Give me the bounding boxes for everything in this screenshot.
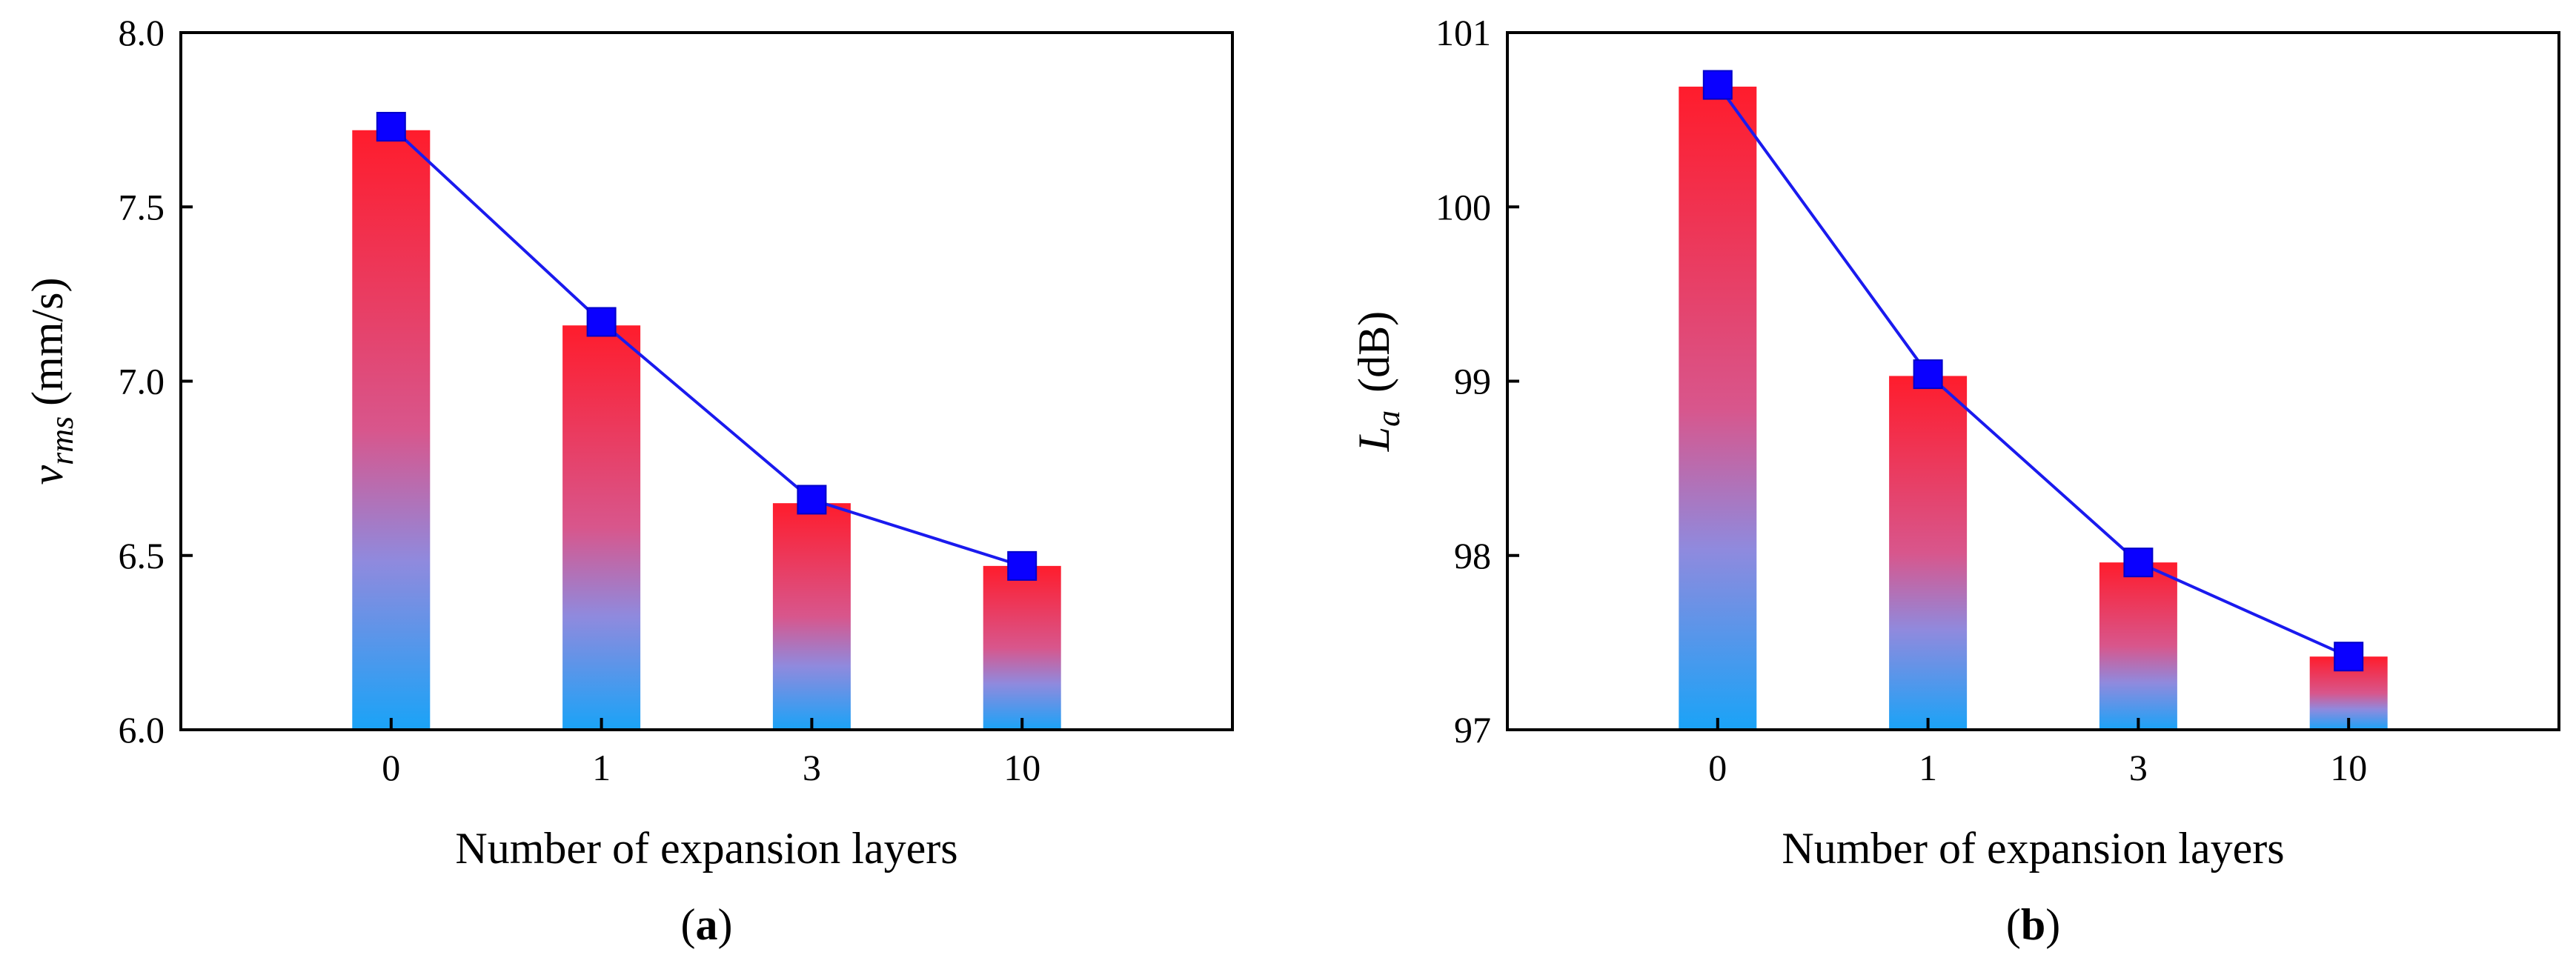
y-axis-unit-a: (mm/s) xyxy=(23,278,72,406)
y-tick-label-b: 101 xyxy=(1435,12,1491,53)
line-group-b xyxy=(1702,70,2364,672)
y-tick-label-a: 6.0 xyxy=(119,709,165,751)
y-axis-symbol-a: v xyxy=(23,465,72,485)
panel-letter-b: b xyxy=(2021,900,2045,949)
x-tick-label-a: 10 xyxy=(1003,747,1040,788)
bars-group-a xyxy=(352,130,1061,731)
y-tick-label-a: 8.0 xyxy=(119,12,165,53)
y-axis-symbol-b: L xyxy=(1350,427,1398,452)
panel-label-a: (a) xyxy=(681,900,733,949)
plot-frame-a xyxy=(179,31,1234,731)
y-tick-label-b: 99 xyxy=(1454,361,1491,402)
bar-a-10 xyxy=(983,565,1061,730)
bar-a-0 xyxy=(352,130,431,731)
plot-frame-b xyxy=(1506,31,2560,731)
panel-label-b: (b) xyxy=(2006,900,2060,949)
marker-b-10 xyxy=(2334,642,2364,672)
x-tick-label-b: 0 xyxy=(1708,747,1727,788)
trend-line-a xyxy=(390,125,1023,568)
y-axis-subscript-b: a xyxy=(1370,410,1407,427)
y-ticks-a: 6.0 6.5 7.0 7.5 8.0 xyxy=(119,12,193,751)
y-axis-title-b: La (dB) xyxy=(1350,311,1407,452)
bar-b-1 xyxy=(1889,376,1968,730)
y-ticks-b: 97 98 99 100 101 xyxy=(1435,12,1519,751)
marker-a-3 xyxy=(797,485,827,515)
x-tick-label-b: 1 xyxy=(1919,747,1937,788)
chart-panel-a: 6.0 6.5 7.0 7.5 8.0 0 1 3 10 Number of expansio… xyxy=(23,12,1234,949)
bar-a-1 xyxy=(562,325,641,731)
x-tick-label-a: 1 xyxy=(592,747,611,788)
marker-a-1 xyxy=(586,307,617,337)
bar-a-3 xyxy=(772,503,851,730)
bars-group-b xyxy=(1679,86,2388,731)
x-ticks-a: 0 1 3 10 xyxy=(382,718,1040,788)
y-tick-label-a: 7.5 xyxy=(119,186,165,227)
y-axis-unit-b: (dB) xyxy=(1350,311,1398,393)
marker-b-3 xyxy=(2123,548,2154,578)
x-tick-label-a: 3 xyxy=(803,747,821,788)
x-ticks-b: 0 1 3 10 xyxy=(1708,718,2367,788)
line-group-a xyxy=(376,112,1038,581)
bar-b-3 xyxy=(2099,562,2177,730)
y-tick-label-b: 97 xyxy=(1454,709,1491,751)
x-axis-title-b: Number of expansion layers xyxy=(1782,824,2284,873)
marker-a-0 xyxy=(376,112,406,142)
y-axis-subscript-a: rms xyxy=(44,416,80,465)
y-axis-title-a: vrms (mm/s) xyxy=(23,278,80,485)
marker-b-0 xyxy=(1702,70,1733,100)
marker-b-1 xyxy=(1913,359,1943,390)
panel-letter-a: a xyxy=(696,900,718,949)
x-tick-label-b: 10 xyxy=(2330,747,2367,788)
x-tick-label-b: 3 xyxy=(2129,747,2148,788)
trend-line-b xyxy=(1716,84,2350,659)
y-tick-label-a: 7.0 xyxy=(119,361,165,402)
marker-a-10 xyxy=(1007,550,1038,581)
y-tick-label-a: 6.5 xyxy=(119,535,165,576)
x-axis-title-a: Number of expansion layers xyxy=(455,824,957,873)
y-tick-label-b: 100 xyxy=(1435,186,1491,227)
x-tick-label-a: 0 xyxy=(382,747,400,788)
bar-b-0 xyxy=(1679,86,1757,731)
chart-panel-b: 97 98 99 100 101 0 1 3 10 Number of expansion l… xyxy=(1350,12,2560,949)
y-tick-label-b: 98 xyxy=(1454,535,1491,576)
